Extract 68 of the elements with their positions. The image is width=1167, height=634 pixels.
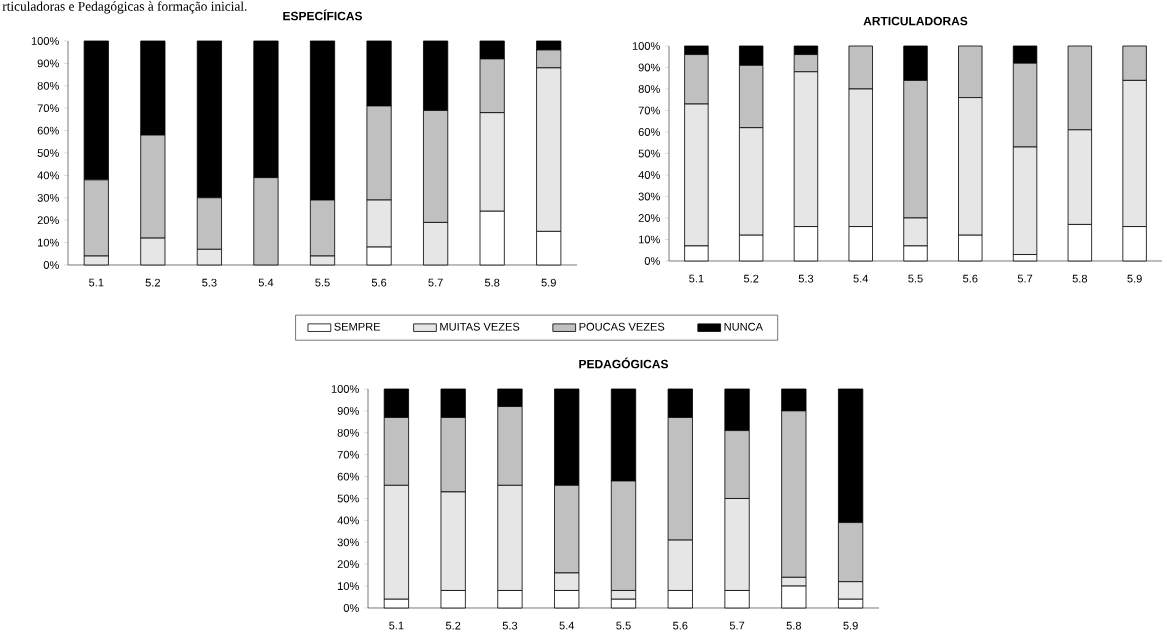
y-tick-label: 30% bbox=[37, 193, 59, 202]
y-tick-label: 40% bbox=[337, 516, 359, 525]
y-tick-label: 20% bbox=[638, 214, 660, 222]
x-tick-label: 5.7 bbox=[729, 621, 745, 630]
x-tick-label: 5.3 bbox=[798, 274, 814, 283]
y-tick-label: 20% bbox=[337, 560, 359, 569]
y-tick-label: 50% bbox=[638, 149, 660, 158]
y-tick-label: 50% bbox=[37, 149, 59, 157]
y-tick-label: 10% bbox=[37, 238, 59, 247]
y-tick-label: 60% bbox=[337, 472, 359, 481]
y-tick-label: 80% bbox=[337, 428, 359, 437]
y-tick-label: 30% bbox=[337, 538, 359, 547]
y-tick-label: 10% bbox=[638, 235, 660, 244]
x-tick-label: 5.8 bbox=[786, 621, 802, 630]
x-tick-label: 5.2 bbox=[445, 621, 461, 630]
y-tick-label: 70% bbox=[37, 104, 59, 113]
x-tick-label: 5.4 bbox=[559, 621, 575, 630]
x-tick-label: 5.7 bbox=[428, 278, 443, 287]
legend-label: NUNCA bbox=[724, 322, 763, 331]
x-tick-label: 5.4 bbox=[258, 278, 274, 287]
y-tick-label: 100% bbox=[632, 42, 660, 50]
y-tick-label: 10% bbox=[337, 582, 359, 591]
y-tick-label: 90% bbox=[638, 63, 660, 72]
x-tick-label: 5.1 bbox=[689, 274, 704, 283]
x-tick-label: 5.5 bbox=[315, 278, 330, 287]
x-tick-label: 5.7 bbox=[1017, 274, 1033, 283]
x-tick-label: 5.3 bbox=[202, 278, 217, 287]
y-tick-label: 70% bbox=[638, 106, 660, 115]
x-tick-label: 5.8 bbox=[1072, 274, 1088, 283]
y-tick-label: 80% bbox=[37, 81, 59, 90]
legend-label: SEMPRE bbox=[334, 322, 381, 331]
x-tick-label: 5.8 bbox=[484, 278, 500, 287]
y-tick-label: 90% bbox=[37, 59, 59, 68]
y-tick-label: 20% bbox=[37, 216, 59, 225]
x-tick-label: 5.9 bbox=[541, 278, 556, 287]
y-tick-label: 40% bbox=[37, 171, 59, 180]
y-tick-label: 0% bbox=[343, 604, 359, 612]
legend-label: POUCAS VEZES bbox=[579, 322, 665, 331]
y-tick-label: 60% bbox=[638, 128, 660, 136]
x-tick-label: 5.5 bbox=[616, 621, 631, 630]
y-tick-label: 50% bbox=[337, 494, 359, 503]
y-tick-label: 70% bbox=[337, 450, 359, 459]
chart-title: ARTICULADORAS bbox=[863, 16, 968, 26]
x-tick-label: 5.2 bbox=[743, 274, 759, 283]
y-tick-label: 40% bbox=[638, 171, 660, 179]
chart-title: ESPECÍFICAS bbox=[283, 9, 363, 21]
x-tick-label: 5.2 bbox=[145, 278, 160, 287]
y-tick-label: 60% bbox=[37, 126, 59, 135]
y-tick-label: 100% bbox=[331, 385, 359, 393]
y-tick-label: 100% bbox=[31, 37, 59, 45]
y-tick-label: 80% bbox=[638, 85, 660, 93]
x-tick-label: 5.3 bbox=[502, 621, 518, 630]
y-tick-label: 90% bbox=[337, 406, 359, 415]
y-tick-label: 30% bbox=[638, 192, 660, 201]
text: rticuladoras e Pedagógicas à formação inicial. bbox=[2, 1, 247, 14]
legend-label: MUITAS VEZES bbox=[440, 322, 520, 331]
chart-title: PEDAGÓGICAS bbox=[579, 357, 669, 369]
x-tick-label: 5.9 bbox=[1127, 274, 1142, 283]
x-tick-label: 5.5 bbox=[908, 274, 923, 283]
x-tick-label: 5.6 bbox=[963, 274, 978, 283]
x-tick-label: 5.1 bbox=[89, 278, 104, 287]
y-tick-label: 0% bbox=[43, 261, 59, 269]
x-tick-label: 5.1 bbox=[389, 621, 404, 630]
x-tick-label: 5.4 bbox=[853, 274, 869, 283]
x-tick-label: 5.6 bbox=[371, 278, 387, 287]
y-tick-label: 0% bbox=[644, 257, 660, 265]
x-tick-label: 5.9 bbox=[843, 621, 858, 630]
x-tick-label: 5.6 bbox=[673, 621, 688, 630]
